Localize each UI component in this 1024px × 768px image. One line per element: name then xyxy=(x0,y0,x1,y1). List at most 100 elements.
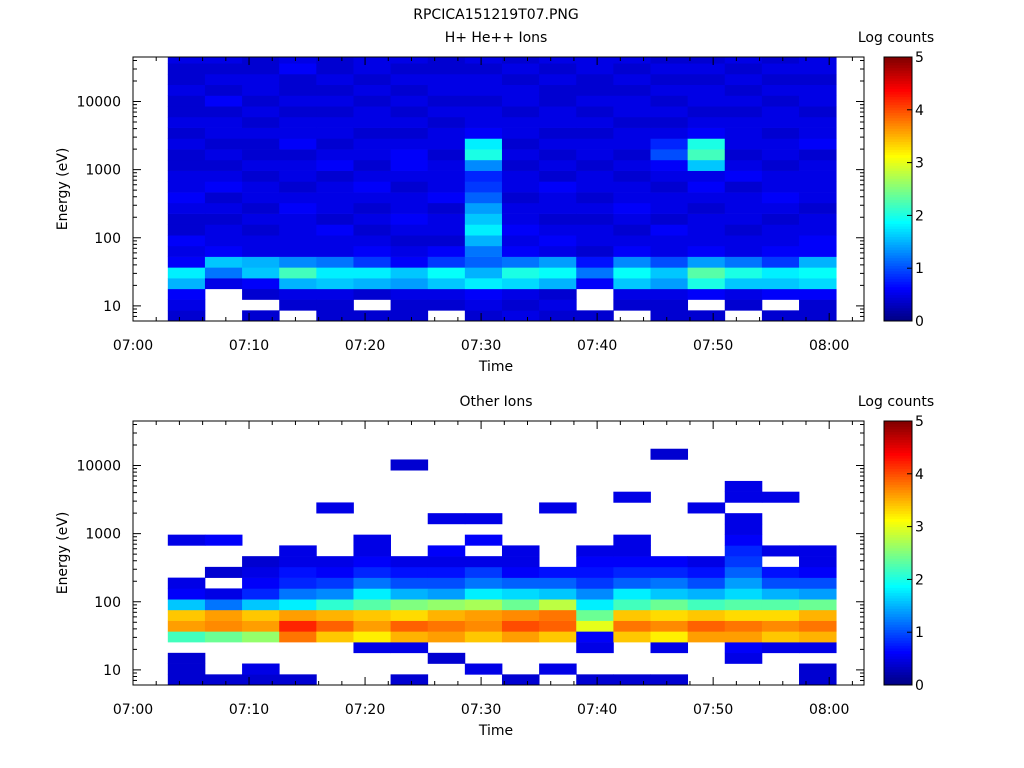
colorbar-segment xyxy=(884,526,912,530)
heatmap-cell xyxy=(576,138,614,150)
heatmap-cell xyxy=(613,245,651,257)
heatmap-cell xyxy=(464,631,503,643)
colorbar-segment xyxy=(884,653,912,657)
heatmap-cell xyxy=(613,609,651,621)
y-tick-label: 10000 xyxy=(76,95,121,111)
colorbar-segment xyxy=(884,534,912,538)
colorbar-segment xyxy=(884,78,912,82)
heatmap-cell xyxy=(539,138,577,150)
colorbar-segment xyxy=(884,608,912,612)
heatmap-cell xyxy=(724,513,763,525)
heatmap-cell xyxy=(464,106,503,118)
colorbar-segment xyxy=(884,236,912,240)
heatmap-cell xyxy=(464,288,503,300)
heatmap-cell xyxy=(613,138,651,150)
y-tick-label: 1000 xyxy=(85,163,121,179)
heatmap-cell xyxy=(576,73,614,86)
heatmap-cell xyxy=(353,245,391,257)
colorbar-segment xyxy=(884,537,912,541)
colorbar-segment xyxy=(884,80,912,84)
colorbar-segment xyxy=(884,487,912,491)
heatmap-cell xyxy=(761,181,800,193)
colorbar-segment xyxy=(884,518,912,522)
heatmap-cell xyxy=(501,202,540,214)
heatmap-cell xyxy=(501,73,540,86)
heatmap-cell xyxy=(539,288,577,300)
heatmap-cell xyxy=(464,213,503,225)
heatmap-cell xyxy=(613,299,651,311)
heatmap-cell xyxy=(687,235,726,247)
heatmap-cell xyxy=(353,213,391,225)
x-tick-label: 07:40 xyxy=(577,338,617,354)
colorbar-tick-label: 0 xyxy=(915,314,924,330)
heatmap-cell xyxy=(390,116,429,128)
heatmap-cell xyxy=(650,127,689,139)
heatmap-cell xyxy=(279,202,317,214)
heatmap-cell xyxy=(242,599,280,611)
heatmap-cell xyxy=(576,588,614,600)
colorbar-segment xyxy=(884,529,912,533)
colorbar-segment xyxy=(884,96,912,100)
heatmap-cell xyxy=(650,278,689,290)
colorbar-segment xyxy=(884,72,912,76)
heatmap-cell xyxy=(799,267,837,279)
colorbar-segment xyxy=(884,516,912,520)
figure-title: RPCICA151219T07.PNG xyxy=(413,7,578,23)
heatmap-cell xyxy=(316,256,354,268)
heatmap-cell xyxy=(799,556,837,568)
heatmap-cell xyxy=(761,170,800,182)
heatmap-cell xyxy=(390,181,429,193)
heatmap-cell xyxy=(687,566,726,578)
colorbar-segment xyxy=(884,86,912,90)
heatmap-cell xyxy=(539,631,577,643)
heatmap-cell xyxy=(650,138,689,150)
heatmap-cell xyxy=(390,95,429,107)
heatmap-cell xyxy=(353,235,391,247)
heatmap-cell xyxy=(539,159,577,171)
heatmap-cell xyxy=(576,213,614,225)
heatmap-cell xyxy=(576,566,614,578)
heatmap-cell xyxy=(539,502,577,514)
colorbar-segment xyxy=(884,629,912,633)
colorbar-segment xyxy=(884,666,912,670)
heatmap-cell xyxy=(427,106,466,118)
heatmap-cell xyxy=(576,674,614,686)
heatmap-cell xyxy=(724,192,763,204)
heatmap-cell xyxy=(316,556,354,568)
colorbar-segment xyxy=(884,157,912,161)
heatmap-cell xyxy=(576,127,614,139)
heatmap-cell xyxy=(501,170,540,182)
heatmap-cell xyxy=(279,63,317,75)
heatmap-cell xyxy=(353,106,391,118)
heatmap-cell xyxy=(687,310,726,322)
colorbar-segment xyxy=(884,305,912,309)
heatmap-cell xyxy=(799,224,837,236)
heatmap-cell xyxy=(464,609,503,621)
heatmap-cell xyxy=(279,84,317,96)
colorbar-segment xyxy=(884,576,912,580)
heatmap-cell xyxy=(316,181,354,193)
heatmap-cell xyxy=(464,267,503,279)
y-axis-label: Energy (eV) xyxy=(55,148,71,231)
heatmap-cell xyxy=(167,224,206,236)
heatmap-cell xyxy=(353,267,391,279)
heatmap-cell xyxy=(390,159,429,171)
colorbar-segment xyxy=(884,616,912,620)
colorbar-segment xyxy=(884,310,912,314)
heatmap-cell xyxy=(279,545,317,557)
colorbar-segment xyxy=(884,112,912,116)
heatmap-cell xyxy=(390,299,429,311)
colorbar-segment xyxy=(884,589,912,594)
heatmap-cell xyxy=(427,192,466,204)
heatmap-cell xyxy=(613,213,651,225)
heatmap-cell xyxy=(724,170,763,182)
heatmap-cell xyxy=(464,224,503,236)
colorbar-segment xyxy=(884,233,912,238)
heatmap-cell xyxy=(427,224,466,236)
heatmap-cell xyxy=(761,310,800,322)
heatmap-cell xyxy=(427,181,466,193)
heatmap-cell xyxy=(390,127,429,139)
heatmap-cell xyxy=(501,310,540,322)
heatmap-cell xyxy=(353,278,391,290)
heatmap-cell xyxy=(761,73,800,86)
